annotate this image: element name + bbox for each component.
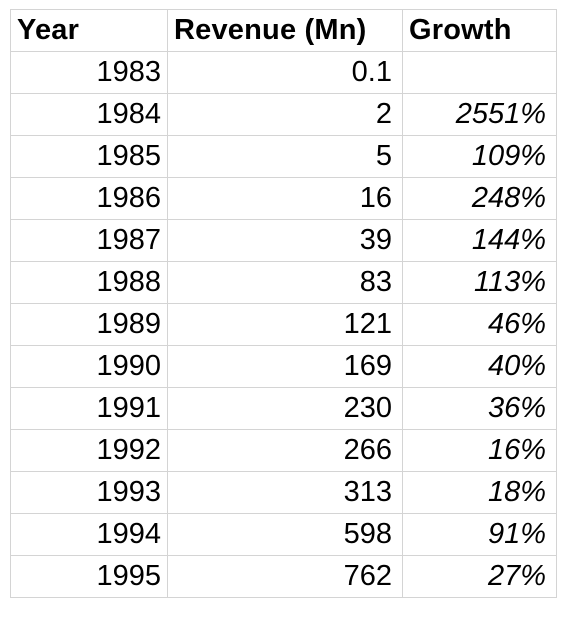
revenue-cell[interactable]: 39 [167, 219, 403, 262]
growth-cell[interactable]: 109% [402, 135, 557, 178]
year-cell[interactable]: 1995 [10, 555, 168, 598]
year-cell[interactable]: 1992 [10, 429, 168, 472]
table-row: 1993 313 18% [10, 471, 557, 514]
revenue-cell[interactable]: 266 [167, 429, 403, 472]
table-body: 1983 0.1 1984 2 2551% 1985 5 109% 1986 16 248% 1987… [10, 51, 557, 598]
revenue-cell[interactable]: 16 [167, 177, 403, 220]
growth-cell[interactable]: 91% [402, 513, 557, 556]
growth-cell[interactable]: 46% [402, 303, 557, 346]
revenue-cell[interactable]: 598 [167, 513, 403, 556]
table-row: 1985 5 109% [10, 135, 557, 178]
revenue-cell[interactable]: 169 [167, 345, 403, 388]
revenue-cell[interactable]: 762 [167, 555, 403, 598]
growth-cell[interactable]: 40% [402, 345, 557, 388]
year-cell[interactable]: 1985 [10, 135, 168, 178]
header-year[interactable]: Year [10, 9, 168, 52]
table-row: 1984 2 2551% [10, 93, 557, 136]
growth-cell[interactable]: 144% [402, 219, 557, 262]
revenue-cell[interactable]: 2 [167, 93, 403, 136]
revenue-cell[interactable]: 230 [167, 387, 403, 430]
year-cell[interactable]: 1986 [10, 177, 168, 220]
table-row: 1989 121 46% [10, 303, 557, 346]
year-cell[interactable]: 1983 [10, 51, 168, 94]
growth-cell[interactable]: 27% [402, 555, 557, 598]
table-row: 1991 230 36% [10, 387, 557, 430]
revenue-cell[interactable]: 121 [167, 303, 403, 346]
growth-cell[interactable]: 16% [402, 429, 557, 472]
growth-cell[interactable]: 2551% [402, 93, 557, 136]
growth-cell[interactable]: 113% [402, 261, 557, 304]
growth-cell[interactable] [402, 51, 557, 94]
table-row: 1994 598 91% [10, 513, 557, 556]
growth-cell[interactable]: 248% [402, 177, 557, 220]
year-cell[interactable]: 1984 [10, 93, 168, 136]
header-row: Year Revenue (Mn) Growth [10, 9, 557, 52]
header-revenue[interactable]: Revenue (Mn) [167, 9, 403, 52]
revenue-cell[interactable]: 313 [167, 471, 403, 514]
year-cell[interactable]: 1988 [10, 261, 168, 304]
revenue-cell[interactable]: 5 [167, 135, 403, 178]
year-cell[interactable]: 1993 [10, 471, 168, 514]
table-row: 1990 169 40% [10, 345, 557, 388]
year-cell[interactable]: 1994 [10, 513, 168, 556]
year-cell[interactable]: 1990 [10, 345, 168, 388]
header-growth[interactable]: Growth [402, 9, 557, 52]
table-row: 1988 83 113% [10, 261, 557, 304]
revenue-cell[interactable]: 0.1 [167, 51, 403, 94]
revenue-table: Year Revenue (Mn) Growth 1983 0.1 1984 2 255… [10, 9, 557, 598]
year-cell[interactable]: 1987 [10, 219, 168, 262]
growth-cell[interactable]: 18% [402, 471, 557, 514]
table-row: 1992 266 16% [10, 429, 557, 472]
table-row: 1995 762 27% [10, 555, 557, 598]
year-cell[interactable]: 1989 [10, 303, 168, 346]
table-row: 1987 39 144% [10, 219, 557, 262]
table-row: 1986 16 248% [10, 177, 557, 220]
table-row: 1983 0.1 [10, 51, 557, 94]
revenue-cell[interactable]: 83 [167, 261, 403, 304]
growth-cell[interactable]: 36% [402, 387, 557, 430]
year-cell[interactable]: 1991 [10, 387, 168, 430]
